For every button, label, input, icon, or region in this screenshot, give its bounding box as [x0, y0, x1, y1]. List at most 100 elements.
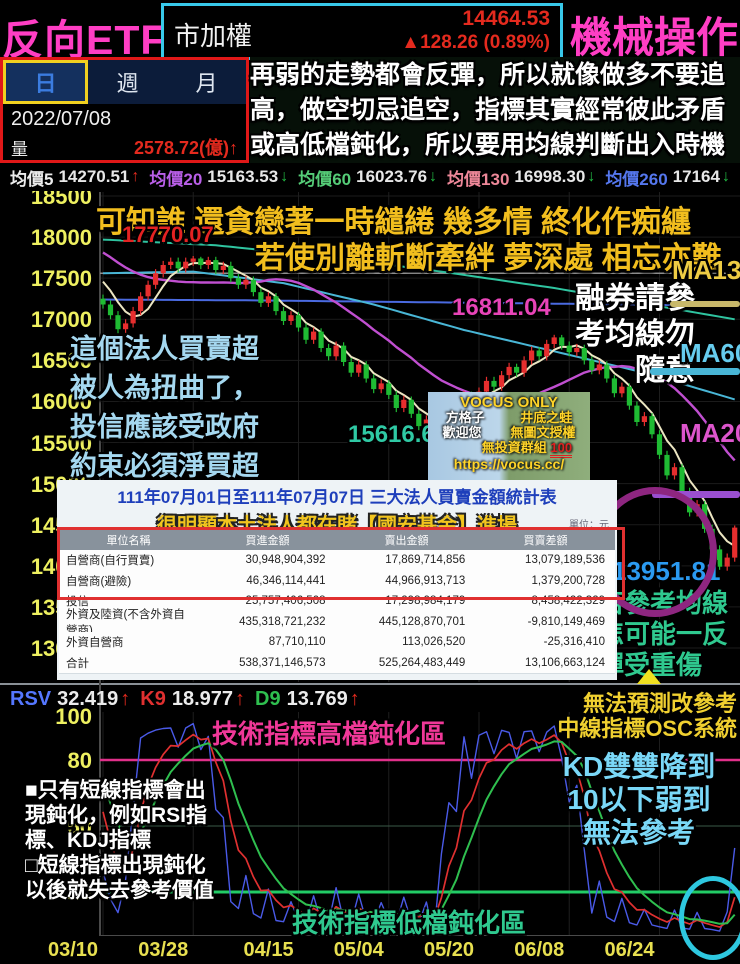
ma60-tag: MA60 [680, 338, 740, 368]
table-cell: 17,869,714,856 [385, 554, 466, 567]
table-cell: 13,079,189,536 [525, 554, 605, 567]
ma-value-bar: 均價5 14270.51 ↑ 均價20 15163.53 ↓ 均價60 16023.76 ↓ 均價… [0, 163, 740, 191]
ma20-end-bar [652, 491, 740, 498]
osc-y-axis-label: 20 [67, 880, 92, 905]
table-cell: 30,948,904,392 [245, 554, 326, 567]
x-axis-label: 04/15 [243, 939, 294, 961]
table-header-row: 單位名稱 買進金額 賣出金額 買賣差額 [59, 529, 615, 550]
table-cell: 44,966,913,713 [385, 574, 466, 587]
index-selector-box[interactable]: 市加權 14464.53 ▲128.26 (0.89%) [161, 3, 563, 60]
watermark-note1: 無圖文授權 [510, 425, 576, 440]
table-title: 111年07月01日至111年07月07日 三大法人買賣金額統計表 [117, 488, 557, 507]
y-axis-label: 15500 [30, 430, 92, 456]
osc-y-axis-label: 80 [67, 748, 92, 773]
table-header-cell: 單位名稱 [106, 534, 151, 547]
watermark-note2: 無投資群組 [481, 440, 547, 455]
table-cell: -25,316,410 [543, 636, 605, 649]
cyan-note: 這個法人買賣超 被人為扭曲了， 投信應該受政府 約束必須淨買超 [70, 334, 259, 481]
kd-value-bar: RSV 32.419 ↑ K9 18.977 ↑ D9 13.769 ↑ [0, 686, 740, 712]
y-axis-label: 18000 [30, 225, 92, 251]
date-field[interactable]: 2022/07/08 [3, 104, 246, 134]
y-axis-label: 16000 [30, 389, 92, 415]
high-stagnation-zone-label: 技術指標高檔鈍化區 [212, 719, 447, 749]
lyric-line-1: 可知誰 還貪戀著一時繾綣 幾多情 終化作痴纏 [96, 206, 692, 239]
osc-y-axis-label: 100 [55, 704, 92, 729]
watermark-welcome: 歡迎您 [442, 425, 482, 440]
table-cell: 113,026,520 [402, 636, 466, 649]
osc-y-axis-label: 50 [67, 814, 92, 839]
table-unit-note: 單位：元 [569, 520, 609, 531]
table-cell: 自營商(自行買賣) [66, 555, 155, 568]
table-cell: 87,710,110 [268, 636, 326, 649]
x-axis-label: 03/10 [48, 939, 99, 961]
table-row: 自營商(自行買賣) 30,948,904,392 17,869,714,856 13,… [59, 550, 615, 572]
x-axis-strip [0, 936, 740, 964]
tab-month[interactable]: 月 [195, 71, 218, 96]
table-cell: 自營商(避險) [66, 575, 132, 588]
watermark-url[interactable]: https://vocus.cc/ [453, 456, 565, 472]
x-axis-label: 05/20 [424, 939, 475, 961]
y-axis-label: 17500 [30, 266, 92, 292]
lyric-line-2: 若使別離斬斷牽絆 夢深處 相忘亦難 [255, 242, 722, 275]
tab-week[interactable]: 週 [116, 71, 139, 96]
june-high-label: 16811.04 [452, 294, 551, 321]
ma-item: 均價5 14270.51 ↑ [10, 167, 140, 189]
ma130-tag: MA130 [672, 255, 740, 285]
x-axis-label: 03/28 [138, 939, 189, 961]
margin-note: 融券請參 考均線勿 隨意 [575, 282, 695, 387]
x-axis-label: 06/24 [604, 939, 655, 961]
table-cell: 1,379,200,728 [531, 574, 605, 587]
pointer-triangle-icon [637, 669, 661, 684]
volume-label: 量 [11, 139, 28, 159]
table-header-cell: 賣出金額 [384, 534, 429, 547]
table-cell: 合計 [66, 657, 89, 670]
index-name: 市加權 [174, 21, 253, 51]
institutional-table: 111年07月01日至111年07月07日 三大法人買賣金額統計表 很明顯本土法… [57, 480, 617, 680]
mode-title: 機械操作 [569, 14, 738, 61]
ma20-tag: MA20 [680, 418, 740, 448]
watermark-alias: 井底之蛙 [520, 410, 573, 425]
table-row: 外資及陸資(不含外資自營商) 435,318,721,232 445,128,870… [59, 609, 615, 637]
ma130-end-bar [670, 301, 740, 307]
table-header-cell: 買進金額 [245, 534, 290, 547]
table-cell: 13,106,663,124 [525, 656, 605, 669]
table-cell: -9,810,149,469 [527, 615, 605, 628]
period-tabs: 日 週 月 [3, 60, 246, 104]
low-stagnation-zone-label: 技術指標低檔鈍化區 [292, 908, 527, 938]
ma-item: 均價60 16023.76 ↓ [298, 167, 438, 189]
ma-item: 均價20 15163.53 ↓ [149, 167, 289, 189]
osc-note-2: 中線指標OSC系統 [557, 716, 737, 741]
table-row: 外資自營商 87,710,110 113,026,520 -25,316,410 [59, 632, 615, 654]
x-axis-label: 05/04 [333, 939, 384, 961]
index-change: ▲128.26 (0.89%) [401, 32, 550, 53]
kd-item: D9 13.769 ↑ [255, 687, 360, 710]
x-axis-label: 06/08 [514, 939, 565, 961]
table-header-cell: 買賣差額 [523, 534, 568, 547]
ma-item: 均價130 16998.30 ↓ [447, 167, 596, 189]
indicator-bullet-note: ■只有短線指標會出 現鈍化，例如RSI指 標、KDJ指標 □短線指標出現鈍化 以… [25, 779, 214, 902]
march-high-label: 17770.07 [122, 222, 214, 247]
table-cell: 46,346,114,441 [246, 574, 326, 587]
watermark-title: VOCUS ONLY [460, 394, 558, 411]
ma-item: 均價260 17164 ↓ [605, 167, 730, 189]
osc-note-1: 無法預測改參考 [582, 691, 737, 716]
table-cell: 538,371,146,573 [239, 656, 326, 669]
ma60-end-bar [650, 368, 740, 375]
strategy-note: 再弱的走勢都會反彈，所以就像做多不要追 高，做空切忌追空，指標其實經常彼此矛盾 … [250, 57, 740, 164]
oversold-circle [679, 876, 740, 960]
volume-value: 2578.72(億)↑ [133, 138, 238, 158]
panel-divider [0, 683, 740, 685]
index-price: 14464.53 [462, 7, 550, 30]
y-axis-label: 16500 [30, 348, 92, 374]
tab-day[interactable]: 日 [3, 60, 88, 104]
table-row: 合計 538,371,146,573 525,264,483,449 13,106,6… [59, 652, 615, 674]
kd-item: K9 18.977 ↑ [140, 687, 246, 710]
y-axis-label: 17000 [30, 307, 92, 333]
table-highlight-box [57, 527, 625, 600]
volume-row: 量 2578.72(億)↑ [3, 134, 246, 160]
inverse-etf-badge: 反向ETF [2, 17, 167, 63]
kd-item: RSV 32.419 ↑ [10, 687, 131, 710]
watermark-box: VOCUS ONLY 方格子 井底之蛙 歡迎您 無圖文授權 無投資群組 100 ht… [428, 392, 590, 480]
table-cell: 525,264,483,449 [378, 656, 466, 669]
